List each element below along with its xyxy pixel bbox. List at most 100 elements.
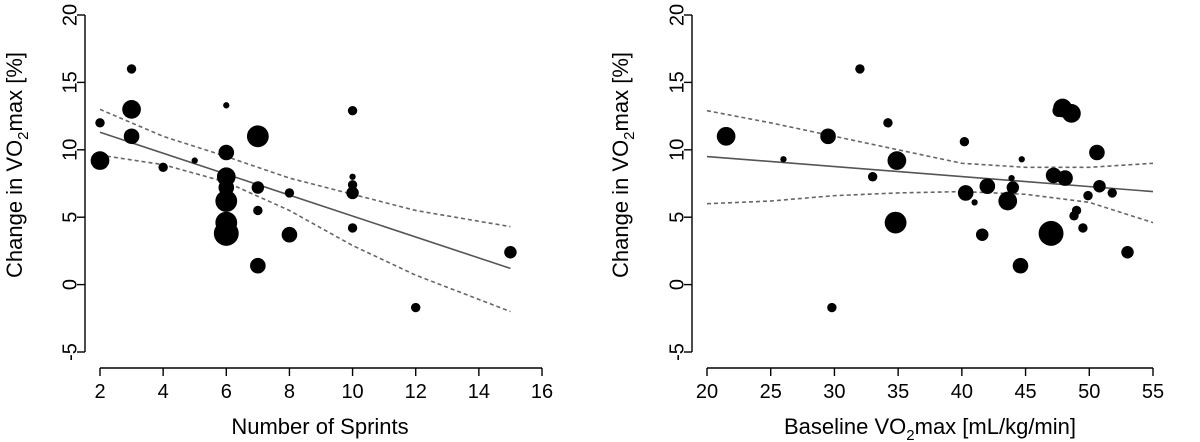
y-tick-label-left: -5	[59, 343, 81, 361]
data-point	[1071, 205, 1082, 216]
data-point	[251, 181, 265, 194]
x-tick-label-right: 45	[1014, 381, 1036, 403]
data-point	[1006, 181, 1020, 194]
y-tick-label-left: 5	[59, 212, 81, 223]
data-point	[191, 157, 198, 164]
x-tick-label-left: 14	[468, 381, 490, 403]
points-left	[90, 64, 517, 313]
data-point	[1121, 245, 1134, 259]
data-point	[1107, 188, 1117, 198]
y-tick-label-right: 5	[666, 212, 688, 223]
fit-line-left	[99, 131, 511, 270]
y-tick-label-right: -5	[666, 343, 688, 361]
data-point	[867, 172, 878, 182]
confidence-bands-left	[99, 108, 511, 313]
x-tick-label-right: 55	[1142, 381, 1164, 403]
data-point	[1089, 144, 1105, 161]
ci-lower-line-left	[99, 154, 511, 313]
y-tick-label-right: 20	[666, 4, 688, 26]
data-point	[780, 156, 787, 163]
axes-right: 20 25 30 35 40 45 50 55 -5 0 5 10 15 20	[666, 4, 1164, 403]
data-point	[284, 188, 295, 198]
y-tick-label-left: 10	[59, 139, 81, 161]
data-point	[820, 128, 836, 145]
data-point	[957, 185, 974, 201]
x-axis-title-left: Number of Sprints	[231, 414, 408, 439]
x-tick-label-left: 10	[341, 381, 363, 403]
data-point	[126, 64, 137, 74]
y-axis-title-right: Change in VO2max [%]	[608, 52, 638, 278]
data-point	[123, 128, 140, 145]
data-point	[504, 245, 517, 259]
data-point	[250, 257, 266, 274]
x-tick-label-right: 20	[696, 381, 718, 403]
x-tick-label-right: 40	[951, 381, 973, 403]
y-axis-title-right-subscript: 2	[621, 131, 638, 139]
data-point	[346, 186, 359, 200]
y-tick-label-right: 0	[666, 279, 688, 290]
x-tick-label-right: 50	[1078, 381, 1100, 403]
x-tick-label-left: 16	[531, 381, 553, 403]
data-point	[90, 151, 110, 170]
regression-line-right	[706, 155, 1154, 193]
data-point	[979, 178, 996, 194]
data-point	[1038, 220, 1064, 246]
y-axis-title-left-part2: max [%]	[2, 52, 27, 131]
x-tick-label-left: 6	[221, 381, 232, 403]
x-tick-label-left: 8	[284, 381, 295, 403]
data-point	[347, 223, 358, 233]
x-axis-title-right-part2: max [mL/kg/min]	[915, 414, 1076, 439]
regression-line-left	[99, 131, 511, 270]
x-tick-label-left: 2	[94, 381, 105, 403]
y-tick-label-left: 0	[59, 279, 81, 290]
data-point	[959, 137, 970, 147]
data-point	[213, 220, 239, 246]
confidence-bands-right	[706, 109, 1154, 224]
y-axis-title-left-part1: Change in VO	[2, 140, 27, 278]
data-point	[122, 100, 141, 119]
chart-left: 2 4 6 8 10 12 14 16 -5 0 5 10 15 20 Number of Sprints…	[2, 4, 553, 439]
x-tick-label-left: 4	[158, 381, 169, 403]
data-point	[1008, 174, 1015, 182]
data-point	[1057, 170, 1073, 186]
y-tick-label-right: 10	[666, 139, 688, 161]
fit-line-right	[706, 155, 1154, 193]
axes-left: 2 4 6 8 10 12 14 16 -5 0 5 10 15 20	[59, 4, 553, 403]
x-tick-label-right: 35	[887, 381, 909, 403]
y-tick-label-right: 15	[666, 71, 688, 93]
x-axis-title-right-part1: Baseline VO	[784, 414, 906, 439]
data-point	[1083, 190, 1093, 201]
y-axis-title-right-part2: max [%]	[608, 52, 633, 131]
data-point	[223, 102, 230, 109]
data-point	[855, 64, 865, 74]
y-axis-title-left-subscript: 2	[15, 131, 32, 139]
ci-upper-line-left	[99, 108, 511, 228]
y-axis-title-right-part1: Change in VO	[608, 140, 633, 278]
y-axis-title-left: Change in VO2max [%]	[2, 52, 32, 278]
data-point	[1062, 104, 1081, 123]
data-point	[281, 226, 298, 243]
data-point	[218, 144, 235, 161]
data-point	[246, 125, 269, 148]
data-point	[349, 173, 356, 180]
data-point	[411, 302, 421, 313]
x-axis-title-right-subscript: 2	[906, 427, 914, 442]
data-point	[827, 302, 837, 313]
ci-upper-line-right	[706, 109, 1154, 169]
data-point	[883, 118, 893, 128]
ci-lower-line-right	[706, 190, 1154, 224]
y-tick-label-left: 15	[59, 71, 81, 93]
data-point	[253, 205, 263, 216]
data-point	[95, 118, 105, 128]
data-point	[215, 190, 238, 212]
data-point	[887, 151, 907, 170]
data-point	[347, 106, 358, 116]
data-point	[1078, 223, 1088, 233]
points-right	[716, 64, 1134, 313]
x-tick-label-right: 25	[760, 381, 782, 403]
data-point	[716, 126, 736, 146]
data-point	[998, 191, 1018, 211]
data-point	[1093, 179, 1106, 193]
